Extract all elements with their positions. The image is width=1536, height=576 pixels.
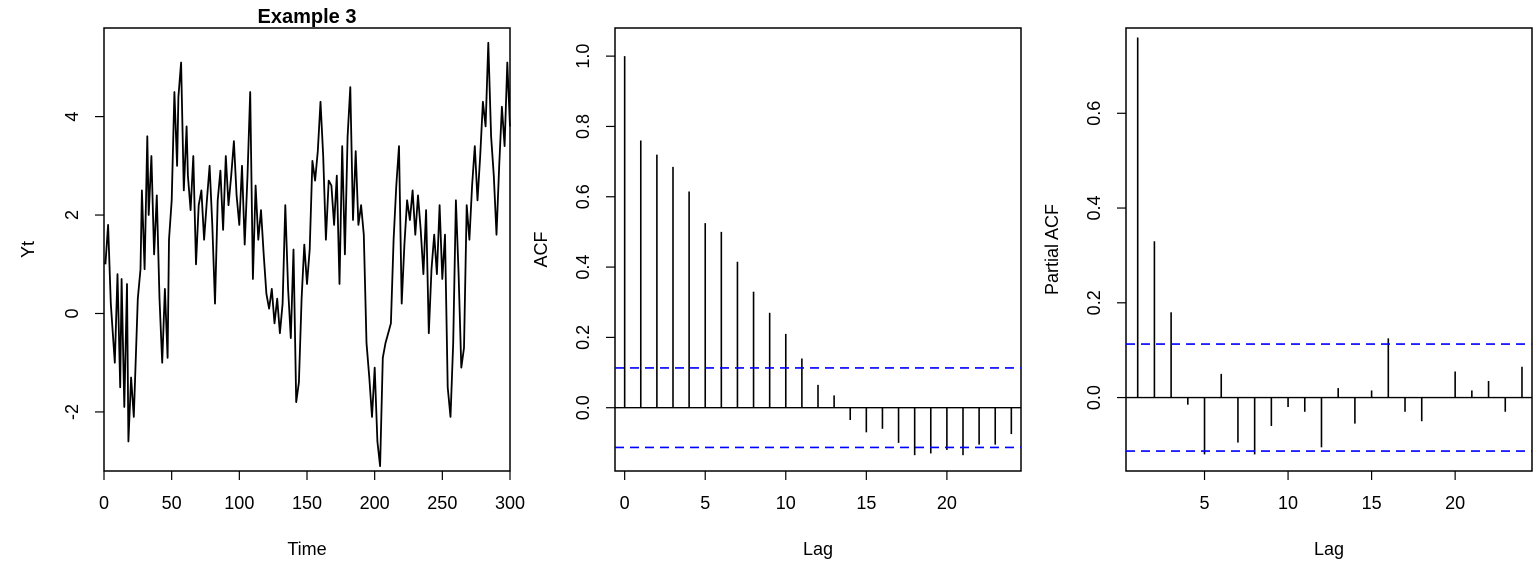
x-tick-label: 300 — [495, 493, 525, 513]
y-tick-label: 2 — [62, 210, 82, 220]
x-axis-label: Lag — [803, 539, 833, 559]
y-tick-label: 1.0 — [573, 44, 593, 69]
x-axis-label: Time — [287, 539, 326, 559]
x-tick-label: 10 — [1278, 493, 1298, 513]
x-tick-label: 20 — [937, 493, 957, 513]
y-tick-label: 0.2 — [573, 325, 593, 350]
y-tick-label: 0.2 — [1084, 290, 1104, 315]
y-tick-label: 0.4 — [573, 255, 593, 280]
panel-3: 5 10 15 20 0.0 0.2 0.4 0.6 Lag Partial ACF — [1042, 27, 1533, 559]
x-tick-label: 100 — [224, 493, 254, 513]
x-tick-label: 150 — [292, 493, 322, 513]
y-axis-label: ACF — [531, 231, 551, 267]
y-tick-label: 0.6 — [1084, 101, 1104, 126]
x-tick-label: 50 — [162, 493, 182, 513]
x-tick-label: 0 — [99, 493, 109, 513]
panel-1: 0 50 100 150 200 250 300 -2 0 2 4 Time Yt Example 3 — [18, 6, 525, 559]
y-tick-label: 0.0 — [1084, 385, 1104, 410]
x-tick-label: 5 — [700, 493, 710, 513]
x-tick-label: 200 — [360, 493, 390, 513]
y-tick-label: 0.0 — [573, 395, 593, 420]
x-axis-label: Lag — [1314, 539, 1344, 559]
y-tick-label: -2 — [62, 404, 82, 420]
x-tick-label: 15 — [1362, 493, 1382, 513]
x-tick-label: 0 — [620, 493, 630, 513]
x-tick-label: 10 — [776, 493, 796, 513]
panel-2: 0 5 10 15 20 0.0 0.2 0.4 0.6 0.8 1.0 Lag ACF — [531, 27, 1022, 559]
plot-frame — [1125, 27, 1533, 472]
y-axis-label: Yt — [18, 241, 38, 258]
y-tick-label: 0.8 — [573, 114, 593, 139]
y-tick-label: 0.4 — [1084, 196, 1104, 221]
x-tick-label: 20 — [1445, 493, 1465, 513]
x-tick-label: 15 — [856, 493, 876, 513]
y-tick-label: 4 — [62, 112, 82, 122]
x-tick-label: 250 — [427, 493, 457, 513]
series-line — [104, 41, 511, 468]
y-axis-label: Partial ACF — [1042, 204, 1062, 295]
y-tick-label: 0.6 — [573, 184, 593, 209]
plot-frame — [614, 27, 1022, 472]
chart-title: Example 3 — [258, 6, 357, 28]
x-tick-label: 5 — [1200, 493, 1210, 513]
y-tick-label: 0 — [62, 308, 82, 318]
